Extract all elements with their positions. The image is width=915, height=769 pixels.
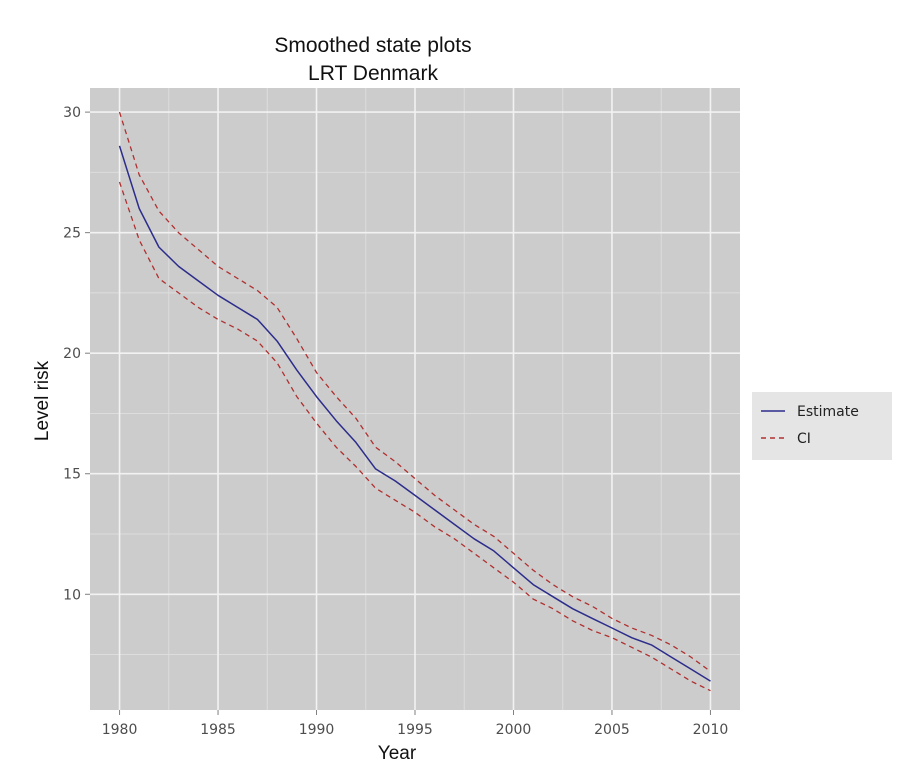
chart-title: Smoothed state plots [274, 34, 471, 57]
y-tick-label: 30 [63, 105, 81, 121]
x-axis-tick-labels: 1980 1985 1990 1995 2000 2005 2010 [102, 722, 729, 738]
y-axis-tick-labels: 10 15 20 25 30 [63, 105, 81, 603]
chart-subtitle: LRT Denmark [308, 62, 438, 85]
axis-ticks [85, 111, 711, 715]
x-tick-label: 2000 [496, 722, 532, 738]
series-lines [118, 111, 711, 692]
ci-upper-line [118, 111, 711, 672]
y-axis-title: Level risk [32, 360, 53, 441]
x-tick-label: 1995 [397, 722, 433, 738]
x-axis-title: Year [378, 743, 417, 764]
y-tick-label: 25 [63, 226, 81, 242]
x-tick-label: 2005 [594, 722, 630, 738]
y-tick-label: 15 [63, 467, 81, 483]
y-tick-label: 10 [63, 587, 81, 603]
x-tick-label: 2010 [693, 722, 729, 738]
x-tick-label: 1990 [299, 722, 335, 738]
x-tick-label: 1985 [200, 722, 236, 738]
legend-keys [761, 410, 785, 439]
major-gridlines [90, 88, 740, 710]
estimate-line [118, 145, 711, 682]
legend-background [752, 392, 892, 460]
y-tick-label: 20 [63, 346, 81, 362]
legend-label-ci: CI [797, 431, 811, 447]
legend-label-estimate: Estimate [797, 404, 859, 420]
legend: Estimate CI [752, 392, 892, 460]
x-tick-label: 1980 [102, 722, 138, 738]
